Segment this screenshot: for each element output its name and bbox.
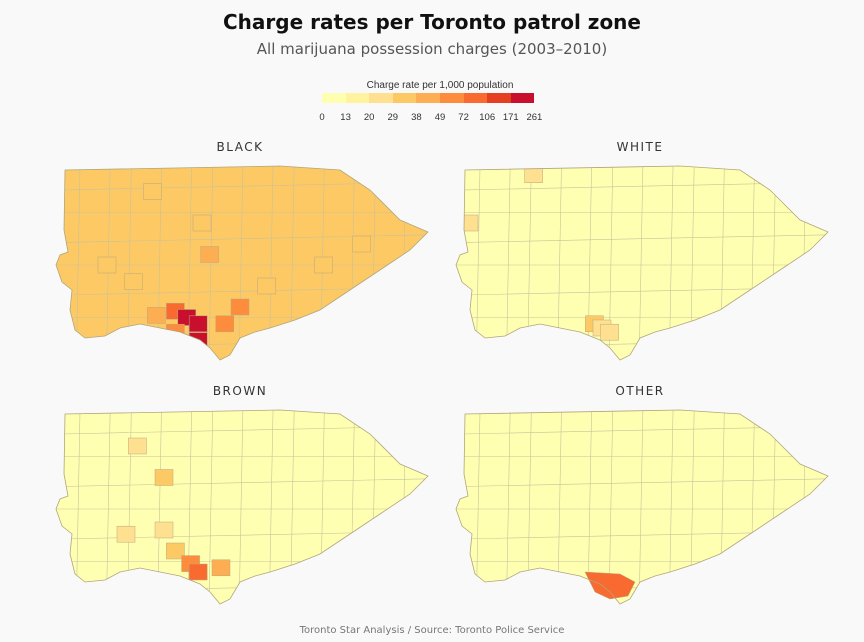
map-other-svg [455,409,829,605]
legend-swatch [392,93,417,103]
zone-boundary [801,410,807,604]
legend-tick-label: 106 [479,112,496,123]
patrol-zone [314,256,333,274]
zone-boundary [456,339,828,349]
legend-tick-label: 29 [387,112,399,123]
page-subtitle: All marijuana possession charges (2003–2… [256,40,608,58]
patrol-zone [116,525,136,543]
legend-swatch [439,93,464,103]
city-outline [456,410,828,604]
legend-tick-label: 20 [363,112,375,123]
patrol-zone [97,256,117,274]
patrol-zone [192,214,212,232]
patrol-zone [188,563,208,581]
patrol-zone [600,323,619,341]
city-border [455,165,829,361]
patrol-zone [188,315,208,333]
city-border [55,165,429,361]
map-label-brown: BROWN [212,384,268,398]
zone-boundary [56,583,428,593]
map-label-white: WHITE [616,140,664,154]
patrol-zone [154,469,174,486]
zone-boundary [456,234,828,244]
patrol-zone [154,521,174,539]
patrol-zone [147,307,166,324]
city-border [55,409,429,605]
patrol-zone [166,323,185,341]
patrol-zone [128,437,147,455]
patrol-zone [124,273,143,291]
zone-boundary [456,583,828,593]
legend-tick-label: 171 [502,112,519,123]
zone-boundary [456,478,828,488]
legend-swatch [322,93,346,103]
legend-tick-label: 72 [458,112,469,123]
legend-swatch [416,93,440,103]
patrol-zone [352,235,371,253]
legend-tick-label: 49 [434,112,446,123]
patrol-zone [211,559,231,577]
map-label-black: BLACK [216,140,264,154]
patrol-zone [188,332,208,349]
map-black: BLACK [50,140,430,370]
patrol-zone [584,571,636,600]
source-footer: Toronto Star Analysis / Source: Toronto … [299,625,565,636]
legend-swatch [369,93,393,103]
legend-tick-label: 261 [526,112,543,123]
map-brown-svg [55,409,429,605]
patrol-zone [166,542,185,560]
zone-boundary [56,478,428,488]
patrol-zone [143,183,162,200]
map-white-svg [455,165,829,361]
legend-tick-label: 13 [340,112,351,123]
page-title: Charge rates per Toronto patrol zone [223,10,641,34]
city-outline [56,410,428,604]
patrol-zone [257,277,276,295]
zone-boundary [56,339,428,349]
zone-boundary [401,166,407,360]
legend-swatch [510,93,535,103]
map-label-other: OTHER [615,384,665,398]
map-other: OTHER [450,384,830,614]
legend-color-bar [322,93,535,103]
patrol-zone [200,246,219,263]
legend-swatch [487,93,511,103]
city-outline [456,166,828,360]
map-black-svg [55,165,429,361]
patrol-zone [215,315,235,333]
legend-title: Charge rate per 1,000 population [366,80,514,91]
patrol-zone [230,298,250,316]
zone-boundary [801,166,807,360]
map-brown: BROWN [50,384,430,614]
city-border [455,409,829,605]
patrol-zone [459,214,479,232]
legend-tick-label: 0 [319,112,325,123]
legend-swatch [345,93,370,103]
map-white: WHITE [450,140,830,370]
zone-boundary [401,410,407,604]
legend-tick-label: 38 [411,112,422,123]
legend-swatch [463,93,488,103]
